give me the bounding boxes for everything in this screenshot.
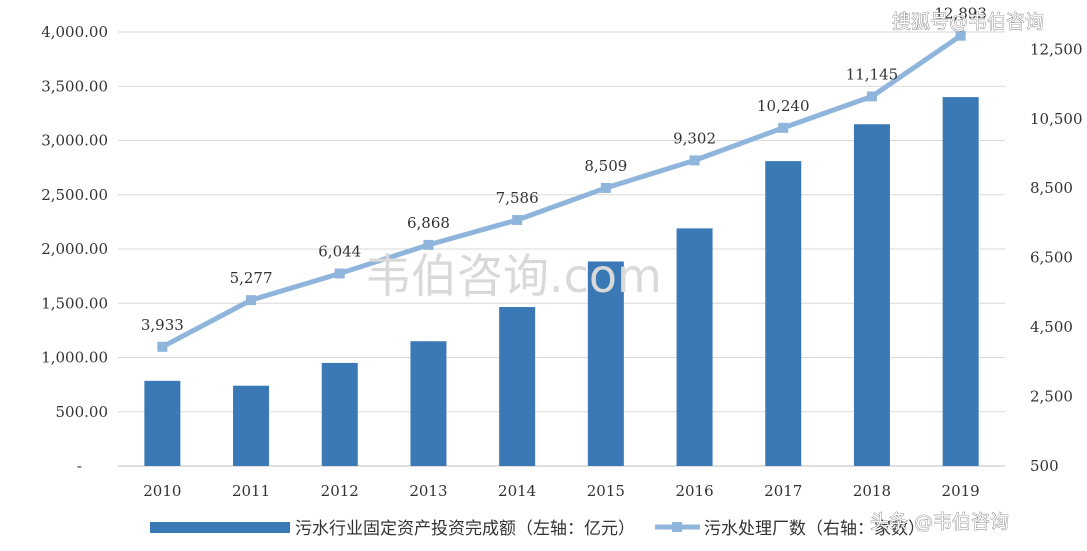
bar bbox=[942, 97, 979, 466]
left-axis-tick-label: 3,500.00 bbox=[41, 77, 108, 95]
bar bbox=[144, 380, 181, 466]
left-axis-tick-labels: - 500.00 1,000.00 1,500.00 2,000.00 2,500.00 3… bbox=[41, 23, 108, 475]
left-axis-tick-label: 500.00 bbox=[56, 403, 109, 421]
line-point bbox=[778, 122, 789, 133]
bar bbox=[499, 307, 536, 466]
line-data-label: 5,277 bbox=[230, 269, 273, 287]
bar bbox=[410, 341, 447, 466]
bar-series bbox=[144, 97, 979, 467]
right-axis-tick-label: 8,500 bbox=[1030, 179, 1073, 197]
line-point bbox=[423, 239, 434, 250]
right-axis-tick-label: 10,500 bbox=[1030, 110, 1083, 128]
legend-bar-label: 污水行业固定资产投资完成额（左轴：亿元） bbox=[295, 519, 635, 539]
x-axis-tick-label: 2012 bbox=[321, 482, 359, 500]
x-axis-tick-label: 2016 bbox=[675, 482, 713, 500]
left-axis-tick-label: - bbox=[77, 457, 82, 475]
bar bbox=[233, 385, 270, 466]
x-axis-tick-label: 2011 bbox=[232, 482, 270, 500]
bottom-right-watermark: 头条 @韦伯咨询 bbox=[870, 511, 1009, 533]
line-series bbox=[157, 30, 966, 352]
line-point bbox=[955, 30, 966, 41]
left-axis-tick-label: 1,500.00 bbox=[41, 294, 108, 312]
x-axis-tick-labels: 2010 2011 2012 2013 2014 2015 2016 2017 2018 2019 bbox=[143, 482, 979, 500]
bar bbox=[853, 124, 890, 466]
x-axis-tick-label: 2018 bbox=[853, 482, 891, 500]
right-axis-tick-label: 6,500 bbox=[1030, 249, 1073, 267]
top-right-watermark: 搜狐号@韦伯咨询 bbox=[892, 11, 1044, 33]
line-data-label: 6,044 bbox=[318, 243, 361, 261]
bar bbox=[765, 161, 802, 467]
line-point bbox=[689, 155, 700, 166]
line-data-label: 3,933 bbox=[141, 316, 184, 334]
x-axis-tick-label: 2010 bbox=[143, 482, 181, 500]
right-axis-tick-label: 4,500 bbox=[1030, 318, 1073, 336]
line-path bbox=[161, 33, 963, 350]
line-data-label: 8,509 bbox=[584, 157, 627, 175]
line-data-label: 12,893 bbox=[934, 5, 987, 23]
line-data-label: 7,586 bbox=[496, 189, 539, 207]
line-point bbox=[246, 295, 257, 306]
line-data-label: 11,145 bbox=[846, 65, 899, 83]
line-point bbox=[512, 214, 523, 225]
legend-line-label: 污水处理厂数（右轴：家数） bbox=[704, 519, 925, 539]
bar bbox=[676, 228, 713, 466]
x-axis-tick-label: 2017 bbox=[764, 482, 802, 500]
legend-bar-swatch bbox=[150, 522, 290, 533]
line-data-label: 9,302 bbox=[673, 129, 716, 147]
x-axis-tick-label: 2015 bbox=[587, 482, 625, 500]
line-point bbox=[334, 268, 345, 279]
right-axis-tick-label: 500 bbox=[1030, 457, 1059, 475]
line-point bbox=[866, 91, 877, 102]
left-axis-tick-label: 2,000.00 bbox=[41, 240, 108, 258]
right-axis-tick-label: 12,500 bbox=[1030, 40, 1083, 58]
legend-line-marker bbox=[672, 522, 682, 532]
line-data-labels: 3,933 5,277 6,044 6,868 7,586 8,509 9,302 10,24… bbox=[141, 5, 987, 334]
x-axis-tick-label: 2019 bbox=[942, 482, 980, 500]
line-data-label: 10,240 bbox=[757, 97, 810, 115]
x-axis-tick-label: 2013 bbox=[409, 482, 447, 500]
line-data-label: 6,868 bbox=[407, 214, 450, 232]
right-axis-tick-label: 2,500 bbox=[1030, 388, 1073, 406]
x-axis-tick-label: 2014 bbox=[498, 482, 536, 500]
bar bbox=[587, 261, 624, 466]
right-axis-tick-labels: 500 2,500 4,500 6,500 8,500 10,500 12,500 bbox=[1030, 40, 1083, 475]
legend: 污水行业固定资产投资完成额（左轴：亿元） 污水处理厂数（右轴：家数） bbox=[150, 519, 925, 539]
left-axis-tick-label: 2,500.00 bbox=[41, 186, 108, 204]
left-axis-tick-label: 4,000.00 bbox=[41, 23, 108, 41]
center-watermark: 韦伯咨询.com bbox=[365, 249, 662, 303]
line-point bbox=[600, 182, 611, 193]
bar bbox=[321, 362, 358, 466]
left-axis-tick-label: 3,000.00 bbox=[41, 132, 108, 150]
left-axis-tick-label: 1,000.00 bbox=[41, 349, 108, 367]
line-point bbox=[157, 341, 168, 352]
